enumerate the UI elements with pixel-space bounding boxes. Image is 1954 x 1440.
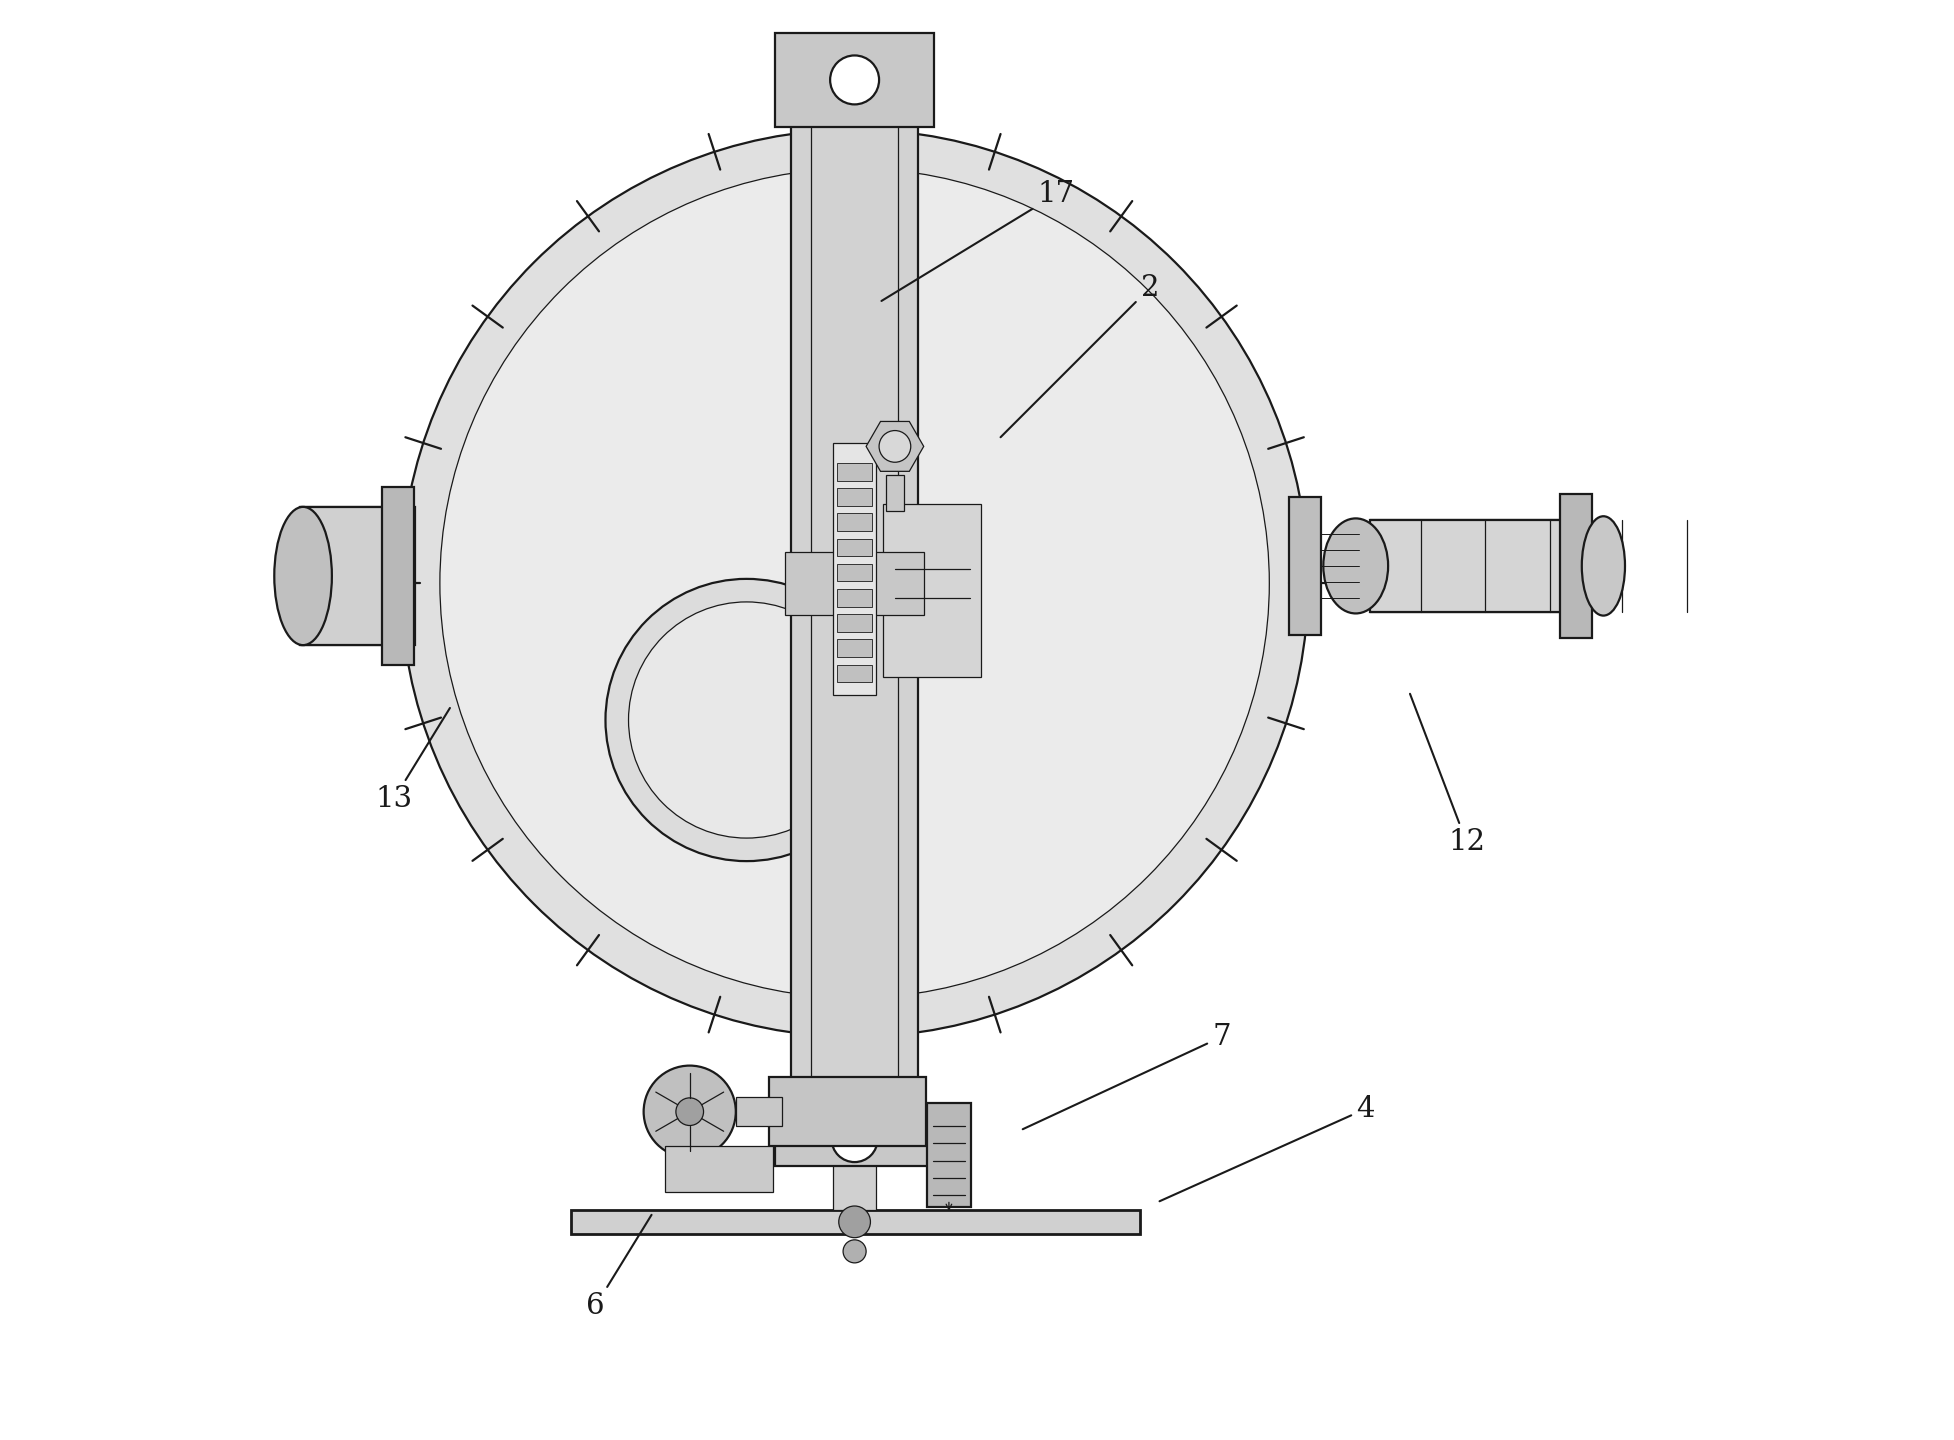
Bar: [770, 1077, 926, 1146]
Bar: [383, 487, 414, 665]
Bar: [838, 539, 871, 556]
Bar: [838, 464, 871, 481]
Circle shape: [838, 1207, 870, 1238]
Circle shape: [879, 431, 911, 462]
Text: 6: 6: [586, 1215, 651, 1320]
Circle shape: [643, 1066, 737, 1158]
Circle shape: [401, 130, 1307, 1037]
Circle shape: [606, 579, 887, 861]
Ellipse shape: [1583, 517, 1626, 616]
Text: 4: 4: [1159, 1094, 1376, 1201]
Bar: [301, 507, 416, 645]
Text: 17: 17: [881, 180, 1075, 301]
Bar: [838, 589, 871, 606]
Bar: [571, 1210, 1139, 1234]
Bar: [737, 1097, 782, 1126]
Circle shape: [440, 168, 1270, 998]
Circle shape: [832, 1116, 877, 1162]
Bar: [1559, 494, 1593, 638]
Bar: [664, 1146, 774, 1192]
Bar: [832, 1146, 875, 1210]
Bar: [838, 615, 871, 632]
Bar: [776, 33, 934, 127]
Circle shape: [676, 1097, 703, 1126]
Ellipse shape: [1323, 518, 1387, 613]
Bar: [887, 475, 903, 511]
Text: 7: 7: [1022, 1022, 1231, 1129]
Bar: [832, 444, 875, 696]
Circle shape: [629, 602, 866, 838]
Bar: [838, 488, 871, 505]
Text: 2: 2: [1000, 274, 1159, 438]
Bar: [791, 55, 918, 1112]
Text: 12: 12: [1411, 694, 1485, 857]
Bar: [928, 1103, 971, 1207]
Text: 13: 13: [375, 708, 449, 814]
Circle shape: [830, 56, 879, 105]
Bar: [786, 552, 924, 615]
Bar: [1290, 497, 1321, 635]
Bar: [838, 665, 871, 683]
Bar: [1370, 520, 1567, 612]
Circle shape: [842, 1240, 866, 1263]
Bar: [838, 639, 871, 657]
Polygon shape: [866, 422, 924, 471]
Bar: [838, 564, 871, 582]
Bar: [838, 514, 871, 531]
Bar: [776, 1112, 934, 1166]
Ellipse shape: [274, 507, 332, 645]
Bar: [883, 504, 981, 677]
